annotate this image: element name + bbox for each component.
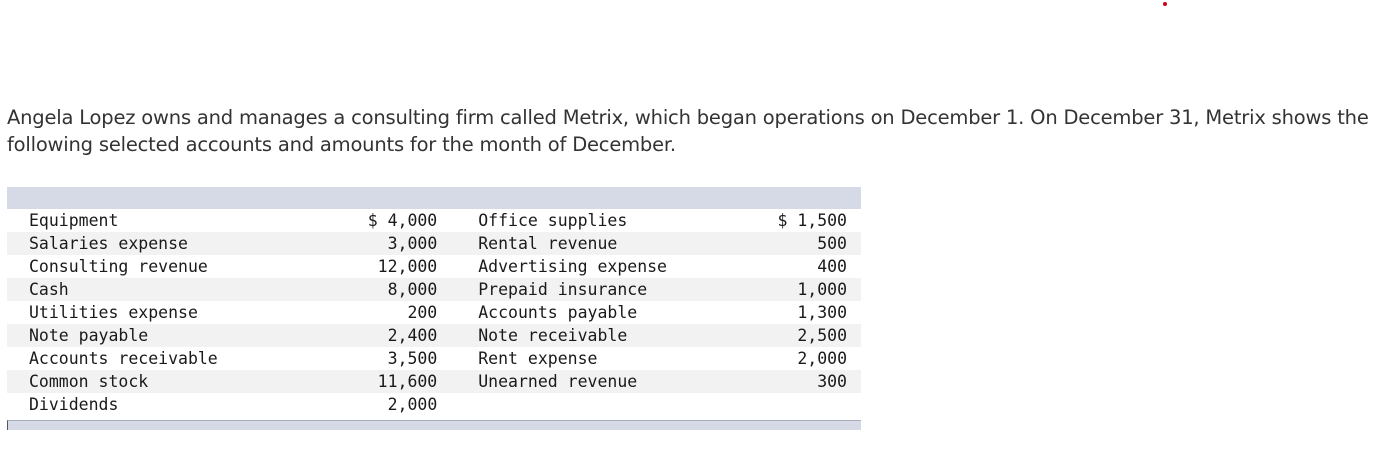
account-amount: 1,000 xyxy=(764,278,861,301)
account-name: Consulting revenue xyxy=(29,257,208,276)
account-amount: 2,000 xyxy=(797,349,847,368)
account-amount: 500 xyxy=(764,232,861,255)
account-name: Note receivable xyxy=(437,324,765,347)
account-name: Cash xyxy=(7,278,335,301)
table-row: Common stock 11,600 Unearned revenue 300 xyxy=(7,370,861,393)
table-row: Salaries expense 3,000 Rental revenue 50… xyxy=(7,232,861,255)
table-header-band xyxy=(7,187,861,209)
account-name: Dividends xyxy=(29,395,119,414)
table-row: Utilities expense 200 Accounts payable 1… xyxy=(7,301,861,324)
accounts-grid: Equipment $ 4,000 Office supplies $ 1,50… xyxy=(7,209,861,416)
account-name: Accounts payable xyxy=(478,303,638,322)
account-amount: 8,000 xyxy=(334,278,438,301)
account-amount: $ 1,500 xyxy=(777,211,847,230)
table-row: Equipment $ 4,000 Office supplies $ 1,50… xyxy=(7,209,861,232)
account-name: Rent expense xyxy=(478,349,598,368)
account-amount: 2,400 xyxy=(334,324,438,347)
account-amount: 400 xyxy=(817,257,847,276)
account-amount: 2,500 xyxy=(764,324,861,347)
account-name: Rental revenue xyxy=(437,232,765,255)
account-amount xyxy=(765,393,861,416)
account-name: Utilities expense xyxy=(29,303,198,322)
table-row: Note payable 2,400 Note receivable 2,500 xyxy=(7,324,861,347)
account-name: Advertising expense xyxy=(478,257,667,276)
marker-dot xyxy=(1163,2,1167,6)
account-name: Prepaid insurance xyxy=(437,278,765,301)
table-row: Consulting revenue 12,000 Advertising ex… xyxy=(7,255,861,278)
account-amount: 200 xyxy=(407,303,438,322)
account-name: Unearned revenue xyxy=(437,370,765,393)
account-name: Note payable xyxy=(7,324,335,347)
account-amount: 12,000 xyxy=(377,257,438,276)
account-amount: 3,000 xyxy=(334,232,438,255)
problem-intro-text: Angela Lopez owns and manages a consulti… xyxy=(7,106,1369,156)
accounts-table: Equipment $ 4,000 Office supplies $ 1,50… xyxy=(7,187,861,430)
account-name: Equipment xyxy=(29,211,119,230)
table-row: Dividends 2,000 xyxy=(7,393,861,416)
table-row: Cash 8,000 Prepaid insurance 1,000 xyxy=(7,278,861,301)
table-footer-band xyxy=(7,420,861,430)
account-amount: 3,500 xyxy=(387,349,438,368)
account-name xyxy=(437,393,764,416)
account-name: Office supplies xyxy=(478,211,628,230)
table-row: Accounts receivable 3,500 Rent expense 2… xyxy=(7,347,861,370)
account-name: Salaries expense xyxy=(7,232,335,255)
account-name: Accounts receivable xyxy=(29,349,218,368)
account-amount: 11,600 xyxy=(334,370,438,393)
account-amount: 1,300 xyxy=(797,303,847,322)
account-amount: 2,000 xyxy=(387,395,438,414)
account-amount: 300 xyxy=(764,370,861,393)
account-name: Common stock xyxy=(7,370,335,393)
account-amount: $ 4,000 xyxy=(367,211,438,230)
